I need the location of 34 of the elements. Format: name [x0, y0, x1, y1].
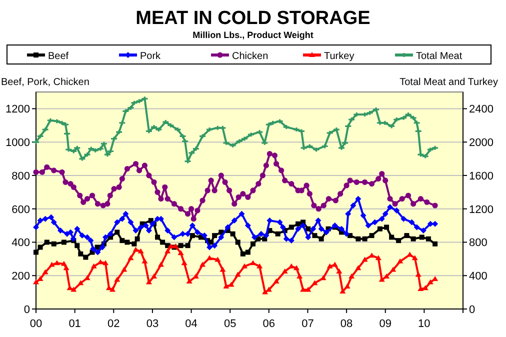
- y-tick-label: 400: [12, 237, 30, 250]
- y-axis-title: Beef, Pork, Chicken: [1, 77, 90, 88]
- x-tick-label: 00: [30, 318, 42, 330]
- y2-axis-title: Total Meat and Turkey: [400, 77, 498, 88]
- x-tick-label: 10: [418, 318, 430, 330]
- y-tick-label: 0: [24, 304, 30, 316]
- x-tick-label: 05: [224, 318, 236, 330]
- chart-title: MEAT IN COLD STORAGE: [136, 8, 370, 29]
- x-tick-label: 08: [340, 318, 353, 330]
- legend-label: Beef: [48, 51, 69, 62]
- y2-tick-label: 1200: [469, 204, 494, 216]
- y2-tick-label: 1600: [469, 170, 494, 182]
- x-tick-label: 09: [379, 318, 392, 330]
- y2-tick-label: 0: [469, 304, 476, 316]
- x-tick-label: 04: [185, 318, 198, 330]
- y2-tick-label: 800: [469, 237, 488, 250]
- y-tick-label: 600: [12, 204, 30, 216]
- y-tick-label: 800: [12, 170, 30, 182]
- y2-tick-label: 400: [469, 270, 488, 283]
- legend-label: Chicken: [232, 51, 268, 62]
- x-tick-label: 07: [302, 318, 314, 330]
- x-tick-label: 01: [68, 318, 81, 330]
- y-tick-label: 1200: [6, 104, 30, 116]
- legend-label: Total Meat: [416, 51, 462, 62]
- y-tick-label: 1000: [6, 137, 30, 150]
- legend-label: Pork: [140, 51, 162, 62]
- x-tick-label: 06: [262, 318, 276, 330]
- legend-label: Turkey: [324, 51, 354, 62]
- y2-tick-label: 2000: [469, 137, 494, 150]
- chart-subtitle: Million Lbs., Product Weight: [192, 30, 314, 40]
- y2-tick-label: 2400: [469, 104, 494, 116]
- y-tick-label: 200: [12, 270, 30, 283]
- x-tick-label: 02: [108, 318, 120, 330]
- x-tick-label: 03: [146, 318, 159, 330]
